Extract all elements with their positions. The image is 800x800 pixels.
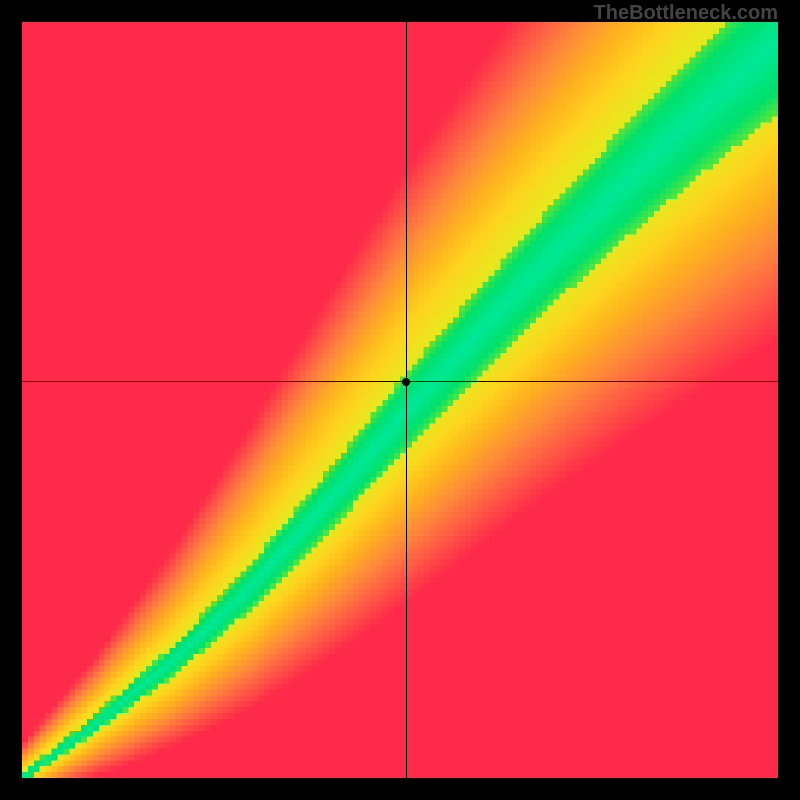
crosshair-marker-dot — [402, 378, 410, 386]
watermark-label: TheBottleneck.com — [594, 2, 778, 25]
crosshair-vertical-line — [406, 22, 407, 778]
bottleneck-heatmap — [22, 22, 778, 778]
crosshair-horizontal-line — [22, 381, 778, 382]
